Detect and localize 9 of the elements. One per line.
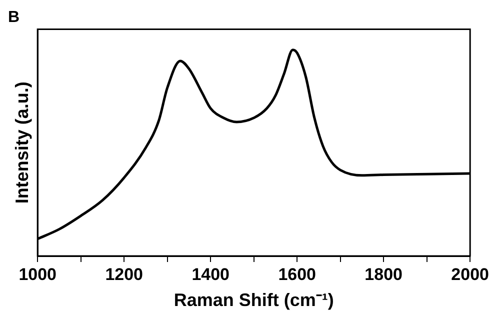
x-tick-label: 2000 (451, 264, 490, 284)
x-tick-label: 1600 (278, 264, 316, 284)
x-tick-label: 1200 (105, 264, 144, 284)
x-axis-title: Raman Shift (cm⁻¹) (174, 290, 334, 310)
chart-title: B (8, 9, 20, 26)
x-tick-label: 1400 (192, 264, 230, 284)
x-tick-label: 1800 (364, 264, 403, 284)
x-tick-label: 1000 (18, 264, 57, 284)
y-axis-title: Intensity (a.u.) (12, 82, 32, 204)
